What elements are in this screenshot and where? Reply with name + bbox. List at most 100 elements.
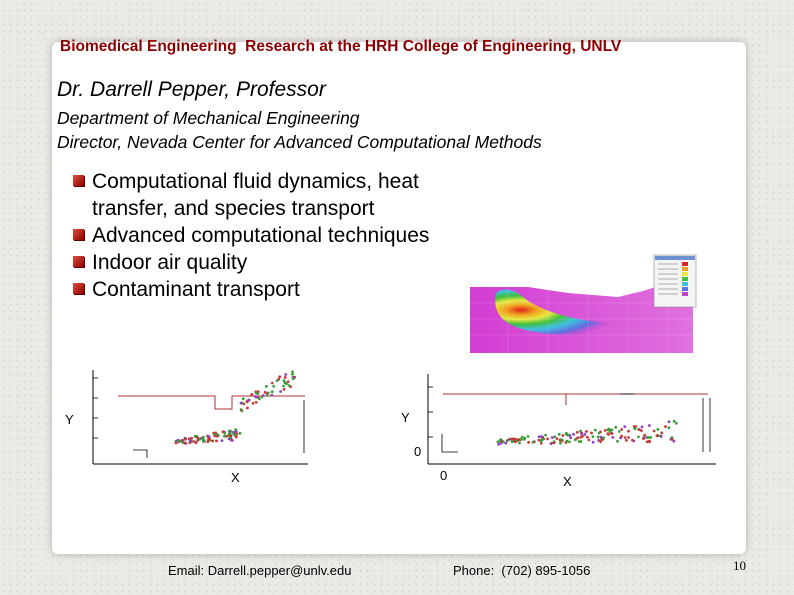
particle-dot [283, 376, 287, 379]
particle-dot [634, 425, 638, 428]
particle-dot [638, 428, 641, 432]
particle-dot [675, 421, 678, 425]
bullet-text: Indoor air quality [92, 251, 248, 274]
y-axis-label: Y [65, 412, 74, 427]
particle-dot [497, 442, 501, 446]
particle-dot [643, 433, 646, 437]
particle-dot [196, 439, 200, 442]
particle-dot [537, 435, 541, 439]
particle-dot [539, 439, 543, 443]
particle-dot [603, 429, 607, 432]
particle-dot [581, 434, 584, 438]
particle-dot [225, 434, 229, 438]
particle-dot [586, 435, 589, 439]
particle-dot [215, 439, 218, 443]
footer-email: Email: Darrell.pepper@unlv.edu [168, 563, 352, 578]
particle-dot [499, 441, 503, 445]
particle-dot [550, 436, 554, 439]
y-axis-zero-label: 0 [414, 444, 422, 459]
particle-dot [617, 430, 621, 433]
particle-dot [275, 379, 279, 383]
particle-dot [278, 375, 282, 379]
particle-dot [672, 419, 676, 423]
bullet-marker-icon [73, 283, 84, 294]
particle-dot [190, 436, 194, 440]
particle-dot [192, 440, 196, 443]
particle-dot [606, 428, 610, 432]
particle-dot [541, 437, 544, 441]
particle-dot [597, 438, 600, 442]
particle-dot [241, 397, 245, 401]
particle-dot [265, 385, 268, 388]
particle-dot [174, 441, 178, 445]
particle-dot [254, 391, 258, 395]
particle-dot [580, 432, 584, 436]
particle-dot [645, 440, 649, 444]
particle-dot [261, 394, 265, 397]
particle-dot [523, 436, 527, 440]
particle-dot [250, 393, 254, 396]
particle-dot [508, 437, 512, 441]
particle-dot [265, 394, 269, 397]
particle-dot [637, 435, 640, 439]
particle-dot [234, 435, 238, 439]
particle-dot [291, 370, 294, 374]
particle-dot [201, 435, 205, 439]
particle-dot [526, 435, 530, 438]
particle-dot [555, 437, 559, 440]
particle-dot [667, 426, 671, 430]
particle-dot [608, 430, 612, 433]
particle-dot [564, 432, 568, 436]
particle-dot [518, 441, 521, 445]
bullet-marker-icon [73, 229, 84, 240]
particle-dot [670, 438, 674, 441]
particle-dot [610, 428, 614, 432]
particle-dot [549, 442, 553, 445]
bullet-marker-icon [73, 256, 84, 267]
particle-dot [520, 438, 523, 441]
department-block: Department of Mechanical Engineering Dir… [57, 106, 542, 154]
particle-dot [501, 440, 505, 444]
particle-dot [593, 428, 597, 432]
particle-dot [510, 440, 514, 444]
particle-dot [660, 431, 664, 435]
particle-plot-left-image [92, 370, 308, 465]
particle-dot [513, 440, 517, 444]
particle-dot [499, 438, 502, 441]
bullet-item: Indoor air quality [73, 249, 493, 276]
contour-plot-image [468, 253, 700, 355]
particle-dot [246, 406, 249, 410]
particle-dot [599, 440, 602, 443]
particle-dot [181, 440, 184, 444]
particle-dot [646, 436, 650, 439]
particle-dot [560, 438, 564, 442]
particle-dot [642, 437, 645, 440]
particle-dot [576, 436, 580, 440]
particle-dot [625, 438, 628, 442]
department-line: Department of Mechanical Engineering [57, 108, 360, 128]
particle-dot [207, 437, 211, 440]
particle-dot [652, 429, 656, 433]
particle-dot [561, 434, 565, 437]
particle-dot [272, 384, 276, 388]
particle-dot [247, 398, 251, 402]
particle-dot [279, 390, 282, 393]
particle-dot [253, 395, 257, 398]
particle-dot [667, 420, 671, 424]
particle-dot [672, 439, 676, 443]
bullet-text: Computational fluid dynamics, heat [92, 170, 419, 193]
particle-dot [221, 430, 225, 434]
particle-dot [531, 440, 535, 444]
particle-dot [633, 427, 637, 431]
particle-dot [546, 437, 549, 441]
particle-dot [270, 390, 274, 394]
particle-dot [270, 393, 274, 397]
particle-dot [229, 434, 233, 438]
particle-dot [620, 434, 623, 438]
particle-dot [270, 381, 274, 385]
particle-dot [223, 431, 227, 435]
particle-dot [557, 432, 561, 436]
particle-dot [647, 439, 651, 443]
particle-dot [193, 434, 197, 438]
particle-dot [591, 435, 595, 439]
